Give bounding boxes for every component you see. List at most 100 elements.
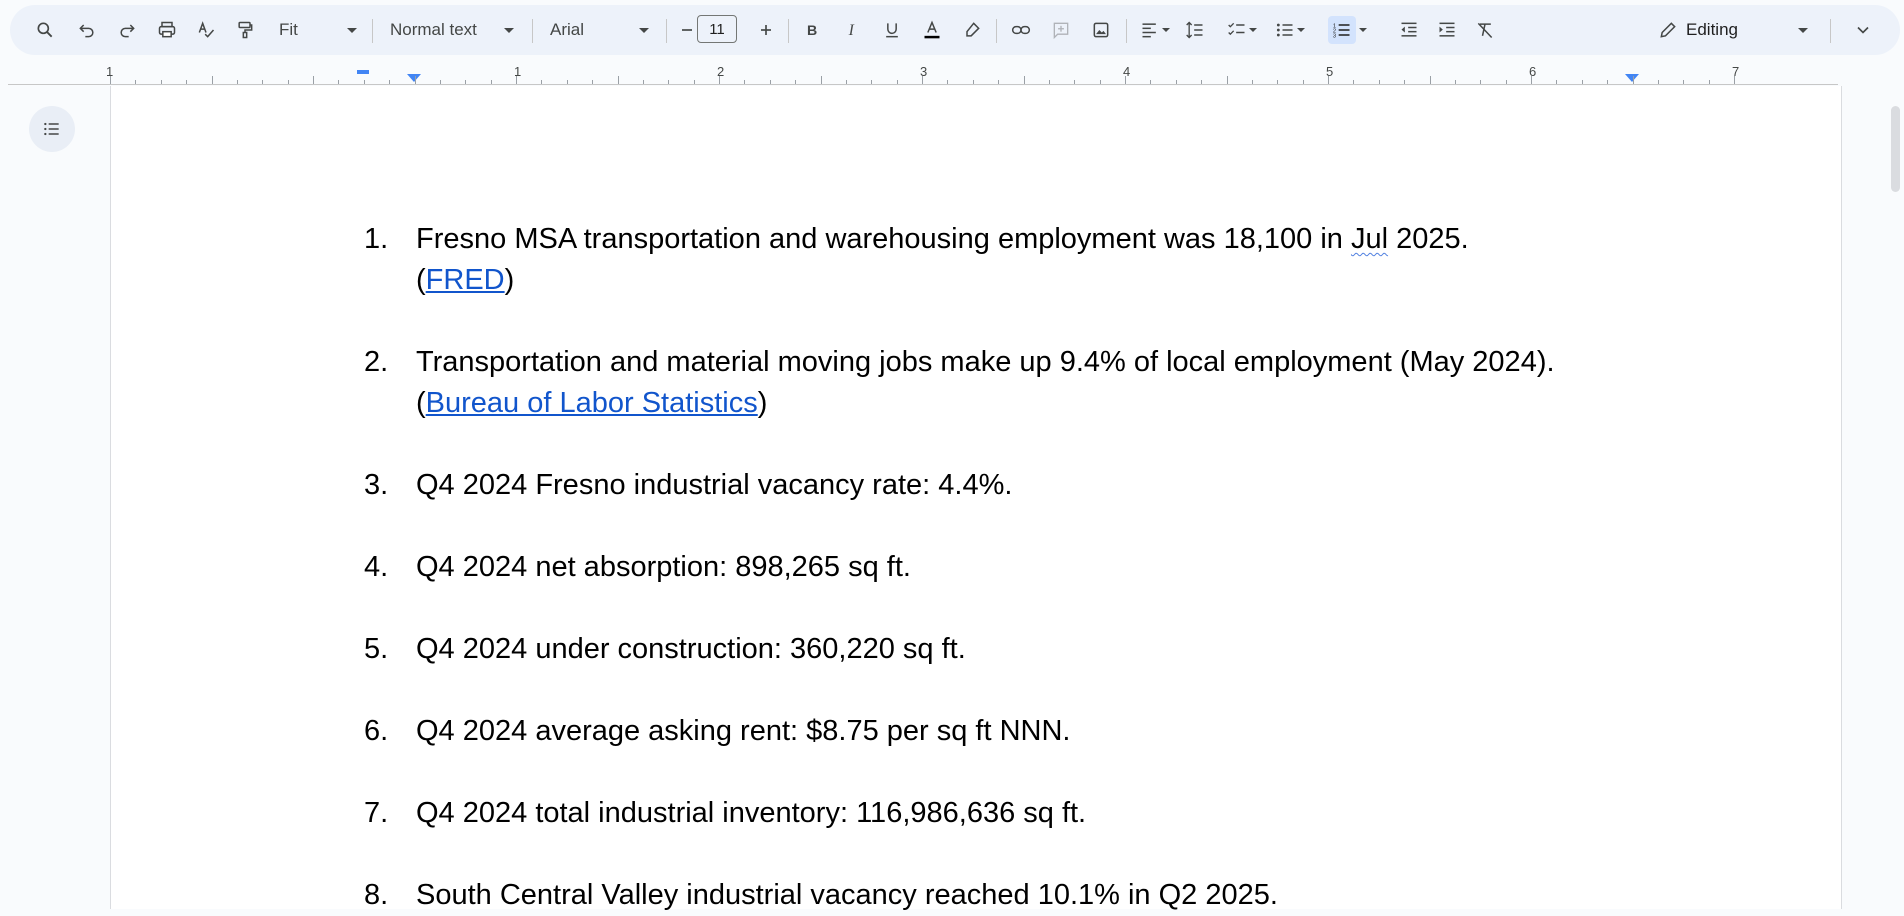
- ruler-tick: [1429, 76, 1431, 84]
- ruler-tick: [719, 76, 720, 84]
- chevron-down-icon: [639, 27, 649, 33]
- ruler-tick: [972, 80, 974, 84]
- ruler-tick: [1378, 80, 1380, 84]
- divider: [1830, 19, 1831, 43]
- ruler-tick: [465, 80, 467, 84]
- ruler-tick: [845, 80, 847, 84]
- ruler-tick: [1505, 80, 1507, 84]
- left-indent-marker[interactable]: [357, 70, 369, 74]
- ruler-tick: [820, 76, 822, 84]
- divider: [1126, 19, 1127, 43]
- text-color-icon[interactable]: [916, 16, 948, 44]
- ruler-tick: [795, 80, 797, 84]
- ruler-tick: [1201, 80, 1203, 84]
- paren: ): [504, 264, 515, 296]
- divider: [666, 19, 667, 43]
- list-number: 6.: [364, 715, 389, 747]
- ruler-tick: [1657, 80, 1659, 84]
- chevron-down-icon: [504, 27, 514, 33]
- style-select[interactable]: Normal text: [382, 16, 522, 44]
- ruler-tick: [389, 80, 391, 84]
- bold-icon[interactable]: B: [798, 16, 826, 44]
- undo-icon[interactable]: [72, 16, 102, 44]
- font-value: Arial: [550, 20, 585, 39]
- right-indent-marker[interactable]: [1625, 74, 1639, 82]
- ruler-tick: [338, 80, 340, 84]
- svg-text:3: 3: [1333, 34, 1336, 40]
- ruler-tick: [769, 80, 771, 84]
- vertical-scrollbar[interactable]: [1891, 106, 1900, 192]
- editing-mode-select[interactable]: Editing: [1648, 16, 1818, 44]
- ruler-tick: [871, 80, 873, 84]
- ruler-tick: [566, 80, 568, 84]
- ruler-tick: [186, 80, 188, 84]
- paren: (: [416, 387, 426, 419]
- ruler[interactable]: 1 1 2 3 4 5 6 7: [8, 64, 1838, 85]
- spellcheck-icon[interactable]: [191, 16, 221, 44]
- list-number: 8.: [364, 879, 389, 911]
- list-text: Q4 2024 under construction: 360,220 sq f…: [416, 633, 966, 665]
- underline-icon[interactable]: [878, 16, 906, 44]
- search-icon[interactable]: [30, 16, 60, 44]
- chevron-down-icon: [347, 27, 357, 33]
- ruler-tick: [1099, 80, 1101, 84]
- zoom-select[interactable]: Fit: [273, 16, 363, 44]
- bulleted-list-icon[interactable]: [1268, 16, 1312, 44]
- svg-text:1: 1: [1333, 24, 1336, 30]
- ruler-tick: [1125, 76, 1126, 84]
- list-number: 1.: [364, 223, 389, 255]
- editing-mode-value: Editing: [1686, 20, 1738, 39]
- add-comment-icon[interactable]: [1046, 16, 1076, 44]
- ruler-tick: [1404, 80, 1406, 84]
- ruler-tick: [439, 80, 441, 84]
- paren: (: [416, 264, 426, 296]
- paint-format-icon[interactable]: [230, 16, 260, 44]
- chevron-down-icon: [1297, 28, 1305, 32]
- spelling-flag-text[interactable]: Jul: [1350, 223, 1389, 255]
- ruler-tick: [1581, 80, 1583, 84]
- redo-icon[interactable]: [112, 16, 142, 44]
- fred-link[interactable]: FRED: [425, 264, 505, 296]
- list-text: Q4 2024 Fresno industrial vacancy rate: …: [416, 469, 1013, 501]
- ruler-tick: [541, 80, 543, 84]
- document-page[interactable]: 1. Fresno MSA transportation and warehou…: [110, 86, 1842, 911]
- list-number: 7.: [364, 797, 389, 829]
- ruler-tick: [1480, 80, 1482, 84]
- ruler-tick: [1150, 80, 1152, 84]
- align-icon[interactable]: [1134, 16, 1176, 44]
- list-text: Transportation and material moving jobs …: [416, 346, 1555, 378]
- ruler-tick: [693, 80, 695, 84]
- ruler-label: 7: [1732, 64, 1740, 79]
- ruler-tick: [313, 76, 314, 84]
- first-line-indent-marker[interactable]: [407, 74, 421, 82]
- font-select[interactable]: Arial: [542, 16, 657, 44]
- divider: [372, 19, 373, 43]
- bls-link[interactable]: Bureau of Labor Statistics: [425, 387, 758, 419]
- ruler-tick: [1226, 76, 1228, 84]
- ruler-label: 1: [514, 64, 522, 79]
- italic-icon[interactable]: I: [838, 16, 866, 44]
- print-icon[interactable]: [152, 16, 182, 44]
- chevron-down-icon: [1162, 28, 1170, 32]
- list-text: Fresno MSA transportation and warehousin…: [416, 219, 1469, 260]
- clear-formatting-icon[interactable]: [1470, 16, 1500, 44]
- decrease-font-icon[interactable]: [673, 16, 701, 44]
- numbered-list-dropdown[interactable]: [1356, 16, 1370, 44]
- ruler-tick: [1632, 76, 1634, 84]
- ruler-tick: [922, 76, 923, 84]
- font-size-input[interactable]: 11: [697, 15, 737, 43]
- insert-image-icon[interactable]: [1086, 16, 1116, 44]
- ruler-tick: [617, 76, 619, 84]
- increase-font-icon[interactable]: [752, 16, 780, 44]
- increase-indent-icon[interactable]: [1432, 16, 1462, 44]
- decrease-indent-icon[interactable]: [1394, 16, 1424, 44]
- divider: [996, 19, 997, 43]
- list-text: South Central Valley industrial vacancy …: [416, 879, 1278, 911]
- document-outline-button[interactable]: [29, 106, 75, 152]
- line-spacing-icon[interactable]: [1180, 16, 1210, 44]
- collapse-icon[interactable]: [1848, 16, 1878, 44]
- checklist-icon[interactable]: [1220, 16, 1264, 44]
- link-icon[interactable]: [1006, 16, 1036, 44]
- highlight-icon[interactable]: [958, 16, 986, 44]
